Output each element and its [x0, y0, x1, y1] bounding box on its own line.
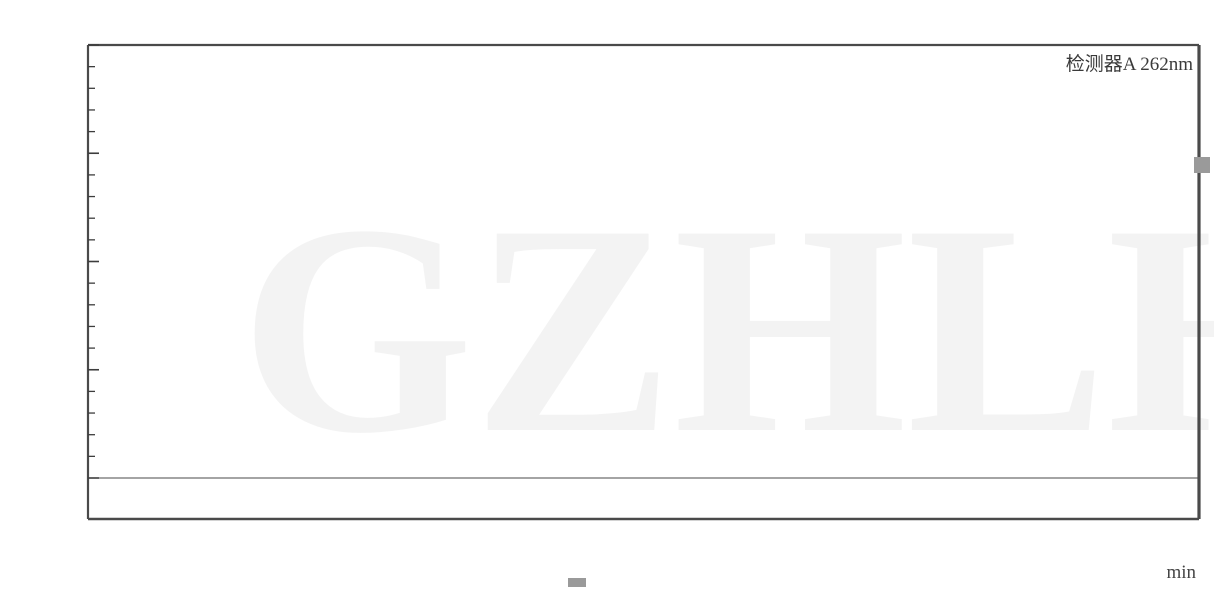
vertical-scroll-handle[interactable]	[1194, 157, 1210, 173]
detector-legend-label: 检测器A 262nm	[1066, 53, 1193, 75]
y-axis-ticks	[88, 44, 99, 479]
horizontal-scroll-handle[interactable]	[568, 578, 586, 587]
x-axis-unit-label: min	[1166, 562, 1196, 583]
watermark-text: GZHLH	[240, 163, 1214, 495]
watermark: GZHLH	[240, 163, 1214, 495]
plot-frame	[86, 43, 1201, 521]
